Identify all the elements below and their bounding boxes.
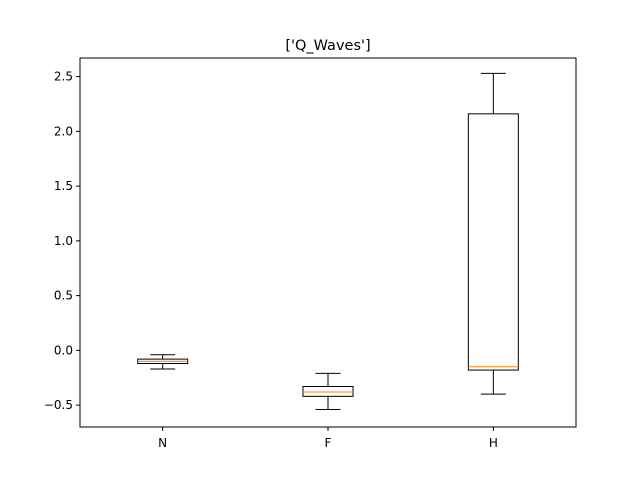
y-tick-label: 2.0 [54,124,73,138]
box-f [302,372,354,410]
x-tick-label: H [489,436,498,450]
box-iqr [302,385,354,397]
box-iqr [467,113,519,371]
y-axis: −0.5 0.0 0.5 1.0 1.5 2.0 2.5 [44,70,80,412]
boxes [137,72,519,410]
y-tick-label: 1.0 [54,234,73,248]
chart-title: ['Q_Waves'] [285,38,370,54]
box-h [467,72,519,395]
y-tick-label: −0.5 [44,398,73,412]
y-tick-label: 2.5 [54,70,73,84]
x-tick-label: F [325,436,332,450]
x-tick-label: N [158,436,167,450]
y-tick-label: 1.5 [54,179,73,193]
y-tick-label: 0.0 [54,343,73,357]
y-tick-label: 0.5 [54,289,73,303]
box-n [137,354,189,370]
